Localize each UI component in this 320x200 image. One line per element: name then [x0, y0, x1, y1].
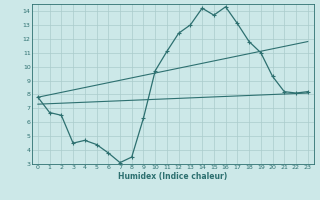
X-axis label: Humidex (Indice chaleur): Humidex (Indice chaleur) [118, 172, 228, 181]
